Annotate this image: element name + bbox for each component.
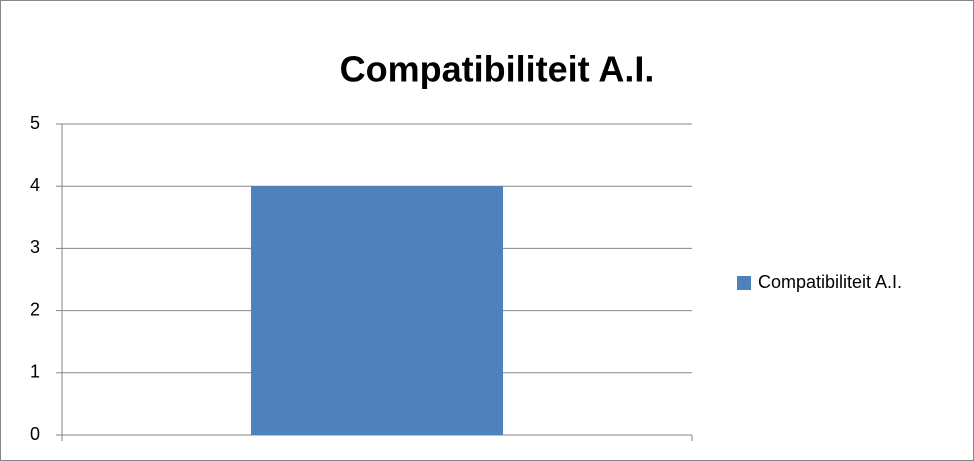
y-tick-label: 5 [30, 113, 40, 133]
y-tick-label: 0 [30, 424, 40, 444]
legend-label: Compatibiliteit A.I. [758, 272, 902, 292]
bar [251, 186, 503, 435]
y-tick-label: 2 [30, 299, 40, 319]
y-tick-label: 4 [30, 175, 40, 195]
y-tick-label: 1 [30, 362, 40, 382]
y-tick-label: 3 [30, 237, 40, 257]
legend-swatch [737, 276, 751, 290]
chart-title: Compatibiliteit A.I. [340, 49, 655, 90]
